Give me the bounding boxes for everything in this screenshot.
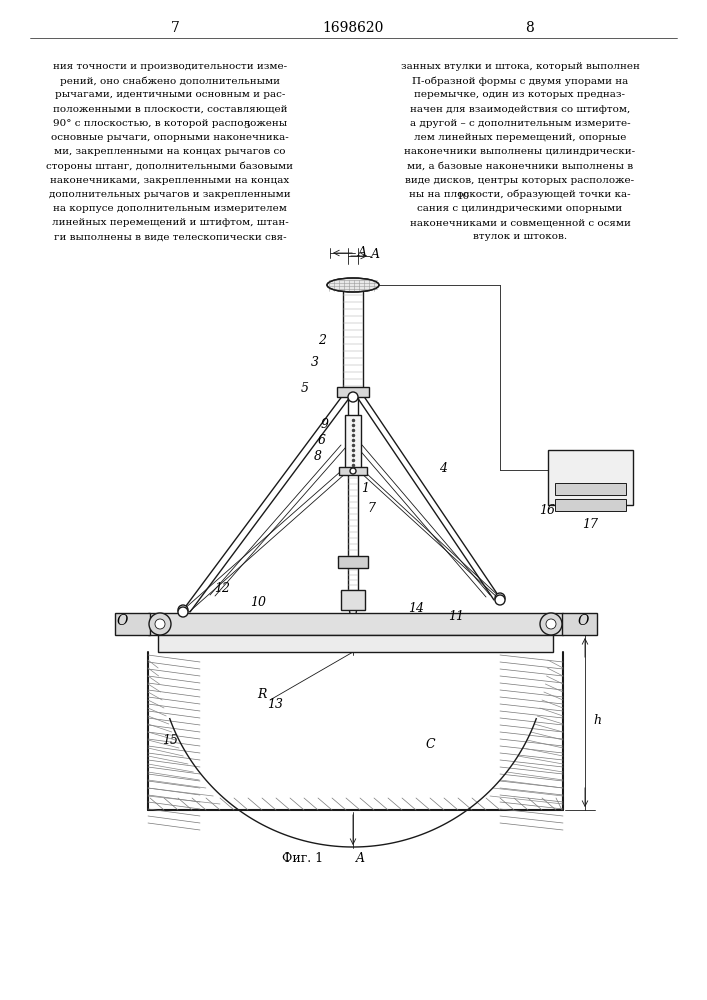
Bar [339, 467, 367, 475]
Text: 90° с плоскостью, в которой расположены: 90° с плоскостью, в которой расположены [53, 119, 287, 128]
Circle shape [349, 393, 357, 401]
Text: A: A [358, 246, 366, 259]
Text: O: O [117, 614, 128, 628]
Bar [337, 387, 369, 397]
Circle shape [495, 595, 505, 605]
Text: наконечниками и совмещенной с осями: наконечниками и совмещенной с осями [409, 218, 631, 227]
Text: 4: 4 [439, 462, 447, 475]
Text: A: A [356, 852, 365, 864]
Circle shape [546, 619, 556, 629]
Text: 15: 15 [162, 734, 178, 746]
Text: 14: 14 [408, 601, 424, 614]
Bar [548, 450, 633, 505]
Text: стороны штанг, дополнительными базовыми: стороны штанг, дополнительными базовыми [47, 161, 293, 171]
Ellipse shape [327, 278, 379, 292]
Bar [338, 556, 368, 568]
Text: 17: 17 [582, 518, 598, 532]
Text: занных втулки и штока, который выполнен: занных втулки и штока, который выполнен [401, 62, 639, 71]
Bar [115, 613, 150, 635]
Text: 8: 8 [314, 450, 322, 462]
Text: 3: 3 [311, 357, 319, 369]
Text: 5: 5 [301, 381, 309, 394]
Text: втулок и штоков.: втулок и штоков. [473, 232, 567, 241]
Text: A: A [370, 247, 380, 260]
Text: дополнительных рычагов и закрепленными: дополнительных рычагов и закрепленными [49, 190, 291, 199]
Text: 12: 12 [214, 582, 230, 594]
Text: 1698620: 1698620 [322, 21, 384, 35]
Bar [562, 613, 597, 635]
Text: 16: 16 [539, 504, 555, 518]
Text: 10: 10 [250, 596, 266, 609]
Text: ния точности и производительности изме-: ния точности и производительности изме- [53, 62, 287, 71]
Text: 7: 7 [170, 21, 180, 35]
Text: рычагами, идентичными основным и рас-: рычагами, идентичными основным и рас- [55, 90, 285, 99]
Bar [555, 499, 626, 511]
Text: П-образной формы с двумя упорами на: П-образной формы с двумя упорами на [412, 76, 628, 86]
Text: положенными в плоскости, составляющей: положенными в плоскости, составляющей [53, 105, 287, 114]
Text: a другой – с дополнительным измерите-: a другой – с дополнительным измерите- [409, 119, 631, 128]
Circle shape [495, 593, 505, 603]
Text: 7: 7 [367, 502, 375, 514]
Circle shape [348, 392, 358, 402]
Text: наконечники выполнены цилиндрически-: наконечники выполнены цилиндрически- [404, 147, 636, 156]
Text: ми, а базовые наконечники выполнены в: ми, а базовые наконечники выполнены в [407, 161, 633, 170]
Text: ны на плоскости, образующей точки ка-: ны на плоскости, образующей точки ка- [409, 190, 631, 199]
Text: 10: 10 [457, 192, 470, 201]
Circle shape [155, 619, 165, 629]
Text: ги выполнены в виде телескопически свя-: ги выполнены в виде телескопически свя- [54, 232, 286, 241]
Text: лем линейных перемещений, опорные: лем линейных перемещений, опорные [414, 133, 626, 142]
Bar [555, 483, 626, 495]
Circle shape [540, 613, 562, 635]
Bar [345, 415, 361, 468]
Text: 5: 5 [243, 121, 250, 130]
Text: h: h [593, 714, 601, 726]
Text: 1: 1 [361, 482, 369, 494]
Text: R: R [257, 688, 267, 702]
Text: 9: 9 [321, 418, 329, 432]
Text: перемычке, один из которых предназ-: перемычке, один из которых предназ- [414, 90, 626, 99]
Text: ми, закрепленными на концах рычагов со: ми, закрепленными на концах рычагов со [54, 147, 286, 156]
Bar [341, 590, 365, 610]
Text: 11: 11 [448, 609, 464, 622]
Text: C: C [425, 738, 435, 752]
Bar [148, 613, 563, 635]
Circle shape [350, 468, 356, 474]
Text: рений, оно снабжено дополнительными: рений, оно снабжено дополнительными [60, 76, 280, 86]
Circle shape [178, 607, 188, 617]
Text: 2: 2 [318, 334, 326, 347]
Text: виде дисков, центры которых расположе-: виде дисков, центры которых расположе- [405, 176, 635, 185]
Text: 6: 6 [318, 434, 326, 446]
Text: основные рычаги, опорными наконечника-: основные рычаги, опорными наконечника- [51, 133, 289, 142]
Bar [158, 635, 553, 652]
Text: 13: 13 [267, 698, 283, 712]
Text: наконечниками, закрепленными на концах: наконечниками, закрепленными на концах [50, 176, 290, 185]
Text: Фиг. 1: Фиг. 1 [282, 852, 324, 864]
Text: на корпусе дополнительным измерителем: на корпусе дополнительным измерителем [53, 204, 287, 213]
Text: O: O [578, 614, 589, 628]
Text: сания с цилиндрическими опорными: сания с цилиндрическими опорными [417, 204, 623, 213]
Text: 8: 8 [525, 21, 534, 35]
Text: начен для взаимодействия со штифтом,: начен для взаимодействия со штифтом, [410, 105, 630, 114]
Circle shape [149, 613, 171, 635]
Circle shape [178, 605, 188, 615]
Text: линейных перемещений и штифтом, штан-: линейных перемещений и штифтом, штан- [52, 218, 288, 227]
